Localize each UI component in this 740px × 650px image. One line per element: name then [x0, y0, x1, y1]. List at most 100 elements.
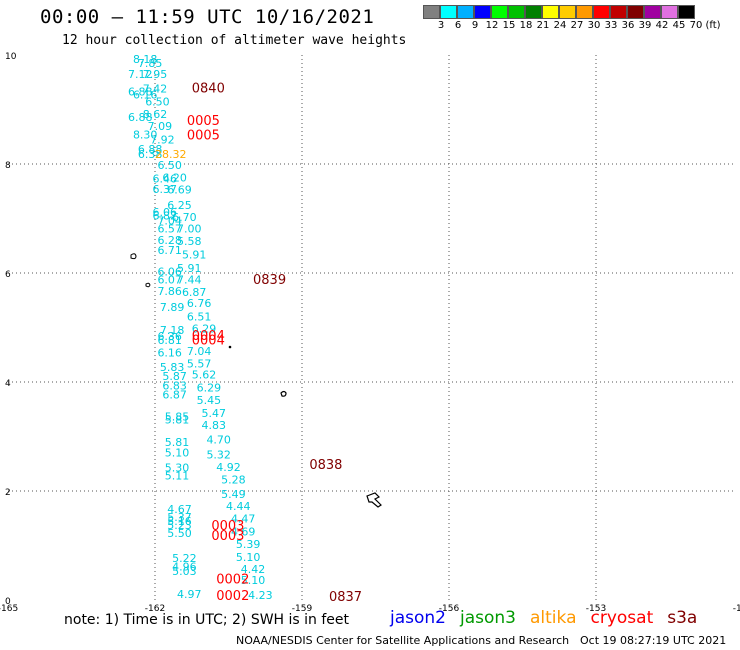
y-tick-label: 4 — [5, 379, 11, 389]
wave-height-label: 5.85 — [165, 411, 190, 424]
wave-height-label: 5.10 — [236, 551, 261, 564]
wave-height-label: 4.92 — [216, 461, 241, 474]
wave-height-label: 6.71 — [157, 244, 182, 257]
wave-height-label: 6.88 — [128, 111, 153, 124]
island-shape — [280, 390, 287, 397]
wave-height-label: 4.69 — [231, 526, 256, 539]
x-tick-label: -162 — [145, 604, 165, 614]
legend-unit: (ft) — [705, 20, 721, 31]
wave-height-label: 6.57 — [157, 223, 182, 236]
legend-swatch — [457, 5, 474, 19]
wave-height-label: 7.09 — [148, 120, 173, 133]
pass-time-label: 0004 — [192, 333, 225, 348]
pass-time-label: 0005 — [187, 128, 220, 143]
legend-swatch — [576, 5, 593, 19]
pass-time-label: 0005 — [187, 114, 220, 129]
wave-height-label: 5.10 — [165, 447, 190, 460]
wave-height-label: 6.46 — [153, 173, 178, 186]
wave-height-label: 6.88 — [138, 143, 163, 156]
legend-label: 24 — [553, 20, 567, 31]
wave-height-label: 4.23 — [248, 589, 273, 602]
wave-height-label: 6.37 — [153, 183, 178, 196]
wave-height-label: 6.06 — [157, 266, 182, 279]
legend-label: 39 — [638, 20, 652, 31]
legend-label: 21 — [536, 20, 550, 31]
wave-height-label: 7.85 — [138, 57, 163, 70]
wave-height-label: 5.83 — [160, 361, 185, 374]
wave-height-label: 7.86 — [157, 285, 182, 298]
island-outlines — [130, 253, 382, 508]
wave-height-label: 5.10 — [241, 574, 266, 587]
legend-swatch — [593, 5, 610, 19]
pass-time-label: 0002 — [216, 573, 249, 588]
wave-height-label: 5.91 — [177, 262, 202, 275]
wave-height-label: 5.37 — [167, 511, 192, 524]
credit-line: NOAA/NESDIS Center for Satellite Applica… — [236, 634, 570, 647]
island-dot — [228, 345, 232, 349]
legend-swatch — [423, 5, 440, 19]
wave-height-label: 8.18 — [133, 53, 158, 66]
pass-time-label: 0839 — [253, 273, 286, 288]
wave-height-label: 5.45 — [197, 394, 222, 407]
wave-height-label: 6.07 — [157, 273, 182, 286]
legend-swatch — [610, 5, 627, 19]
pass-time-label: 0002 — [216, 589, 249, 604]
x-tick-label: -153 — [586, 604, 606, 614]
pass-time-label: 0004 — [192, 329, 225, 344]
y-tick-label: 0 — [5, 597, 11, 607]
wave-height-label: 5.30 — [165, 461, 190, 474]
pass-time-label: 0840 — [192, 82, 225, 97]
wave-height-label: 4.67 — [167, 503, 192, 516]
wave-height-label: 6.50 — [145, 96, 170, 109]
wave-height-label: 6.82 — [153, 210, 178, 223]
wave-height-label: 7.18 — [160, 324, 185, 337]
legend-swatch — [559, 5, 576, 19]
wave-height-label: 5.22 — [172, 552, 197, 565]
legend-labels: 3 6 9 12 15 18 21 24 27 30 33 36 39 42 45 70 (ft) — [423, 19, 721, 33]
wave-height-label: 7.92 — [150, 133, 175, 146]
legend-swatch — [508, 5, 525, 19]
wave-height-label: 5.11 — [165, 470, 190, 483]
wave-observations: 8.187.857.127.957.426.886.166.508.626.88… — [128, 53, 273, 602]
x-tick-label: -165 — [0, 604, 18, 614]
wave-height-label: 6.06 — [153, 206, 178, 219]
wave-height-legend: 3 6 9 12 15 18 21 24 27 30 33 36 39 42 45 70 (ft) — [423, 5, 721, 33]
legend-label: 45 — [672, 20, 686, 31]
wave-height-label: 5.32 — [206, 448, 231, 461]
wave-height-label: 4.44 — [226, 500, 251, 513]
wave-height-label: 6.29 — [192, 322, 217, 335]
wave-height-label: 6.50 — [157, 159, 182, 172]
wave-height-label: 7.89 — [160, 301, 185, 314]
wave-height-label: 6.36 — [157, 330, 182, 343]
wave-height-label: 4.70 — [206, 434, 231, 447]
x-tick-label: -156 — [439, 604, 460, 614]
legend-label: 70 — [689, 20, 703, 31]
island-shape — [366, 492, 382, 508]
wave-height-label: 4.42 — [241, 563, 266, 576]
legend-label: 3 — [437, 20, 445, 31]
wave-height-label: 5.50 — [167, 527, 192, 540]
wave-height-label: 5.58 — [177, 235, 202, 248]
wave-height-label: 5.47 — [202, 407, 227, 420]
legend-swatch — [644, 5, 661, 19]
wave-height-label: 5.87 — [162, 370, 187, 383]
legend-label: 33 — [604, 20, 618, 31]
island-shape — [145, 282, 151, 288]
y-tick-label: 8 — [5, 161, 11, 171]
satellite-altika: altika — [530, 608, 577, 628]
legend-label: 36 — [621, 20, 635, 31]
wave-height-label: 7.12 — [128, 68, 153, 81]
wave-height-label: 4.47 — [231, 513, 256, 526]
wave-height-label: 5.16 — [167, 515, 192, 528]
legend-swatch — [440, 5, 457, 19]
wave-height-label: 5.62 — [192, 369, 217, 382]
satellite-jason3: jason3 — [460, 608, 516, 628]
wave-height-label: 6.87 — [162, 388, 187, 401]
wave-height-label: 5.28 — [221, 473, 246, 486]
wave-height-label: 5.39 — [236, 538, 261, 551]
legend-label: 9 — [471, 20, 479, 31]
legend-swatch — [474, 5, 491, 19]
legend-swatch — [678, 5, 695, 19]
wave-height-label: 8.30 — [133, 128, 158, 141]
